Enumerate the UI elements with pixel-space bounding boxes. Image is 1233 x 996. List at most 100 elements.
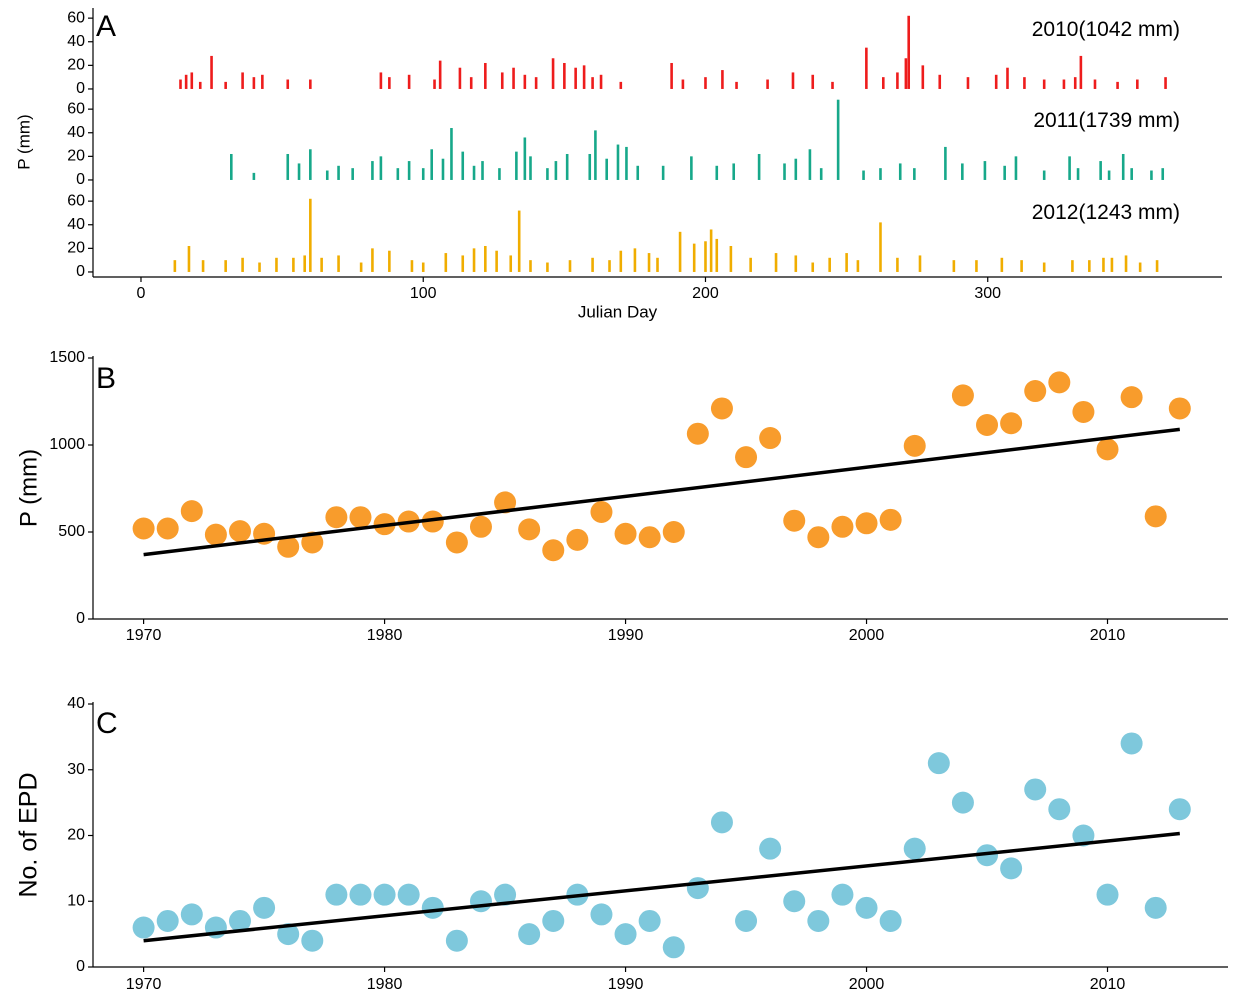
bar: [879, 168, 882, 180]
bar: [286, 153, 290, 180]
bar: [252, 77, 256, 89]
point: [614, 522, 637, 545]
point: [277, 535, 300, 558]
point: [927, 752, 950, 775]
bar: [498, 168, 501, 180]
point: [1072, 400, 1095, 423]
bar: [292, 257, 295, 272]
bar: [309, 198, 312, 272]
point: [638, 526, 661, 549]
bar: [732, 163, 736, 180]
trend-line: [143, 427, 1181, 557]
bar: [591, 77, 594, 89]
point: [1072, 824, 1095, 847]
bar: [517, 210, 521, 272]
bar: [529, 260, 532, 272]
bar: [337, 255, 340, 272]
y-tick-label: 60: [67, 192, 85, 209]
bar: [907, 15, 911, 89]
bar: [258, 262, 261, 272]
point: [542, 909, 565, 932]
bar: [619, 81, 623, 89]
point: [349, 506, 372, 529]
x-tick-label: 200: [692, 285, 719, 302]
bar: [625, 146, 628, 180]
bar: [565, 153, 569, 180]
point: [903, 837, 926, 860]
y-tick-label: 0: [76, 80, 85, 97]
point: [301, 929, 324, 952]
bar: [918, 255, 922, 272]
bar: [994, 74, 998, 89]
bar: [588, 153, 592, 180]
bar: [1076, 168, 1080, 180]
bar: [512, 67, 515, 89]
bar: [546, 168, 549, 180]
bar: [1130, 168, 1133, 180]
point: [1024, 380, 1047, 403]
bar: [616, 144, 620, 180]
bar: [241, 257, 244, 272]
bar: [757, 153, 761, 180]
bar: [1136, 79, 1139, 89]
bar: [704, 77, 707, 89]
bar: [1020, 260, 1023, 272]
bar: [1099, 161, 1102, 180]
bar: [396, 168, 400, 180]
bar: [879, 222, 882, 272]
bar: [690, 156, 693, 180]
bar: [794, 255, 798, 272]
point: [903, 434, 926, 457]
bar: [337, 165, 340, 180]
bar: [379, 72, 383, 89]
bar: [961, 163, 964, 180]
bar: [715, 165, 719, 180]
bar: [1079, 55, 1083, 89]
bar: [721, 70, 724, 89]
bar: [819, 168, 823, 180]
bar: [975, 260, 978, 272]
bar: [421, 262, 425, 272]
bar: [831, 81, 834, 89]
bar: [1124, 255, 1128, 272]
bar: [811, 262, 815, 272]
bar: [1073, 77, 1077, 89]
point: [469, 515, 492, 538]
bar: [729, 245, 733, 272]
point: [1168, 397, 1191, 420]
point: [735, 446, 758, 469]
point: [204, 523, 227, 546]
bar: [224, 260, 227, 272]
bar: [1042, 170, 1046, 180]
bar: [275, 257, 278, 272]
bar: [594, 130, 597, 180]
bar: [670, 62, 673, 89]
bar: [371, 248, 374, 272]
bar: [865, 47, 868, 89]
bar: [1138, 262, 1142, 272]
bar: [1023, 77, 1026, 89]
bar: [1121, 153, 1125, 180]
bar: [1003, 165, 1006, 180]
bar: [681, 79, 685, 89]
bar: [1155, 260, 1159, 272]
point: [662, 521, 685, 543]
x-tick-label: 0: [137, 285, 146, 302]
bar: [433, 79, 436, 89]
x-tick-label: 100: [410, 285, 437, 302]
point: [1168, 798, 1191, 821]
y-tick-label: 60: [67, 100, 85, 117]
point: [710, 397, 733, 420]
bar: [297, 163, 301, 180]
point: [831, 883, 854, 906]
point: [397, 883, 420, 906]
point: [807, 909, 830, 932]
bar: [921, 65, 925, 89]
bar: [896, 257, 899, 272]
bar: [896, 72, 899, 89]
x-tick-label: 1990: [608, 976, 644, 993]
bar: [410, 260, 414, 272]
point: [1048, 371, 1071, 394]
bar: [783, 163, 786, 180]
point: [301, 531, 324, 554]
